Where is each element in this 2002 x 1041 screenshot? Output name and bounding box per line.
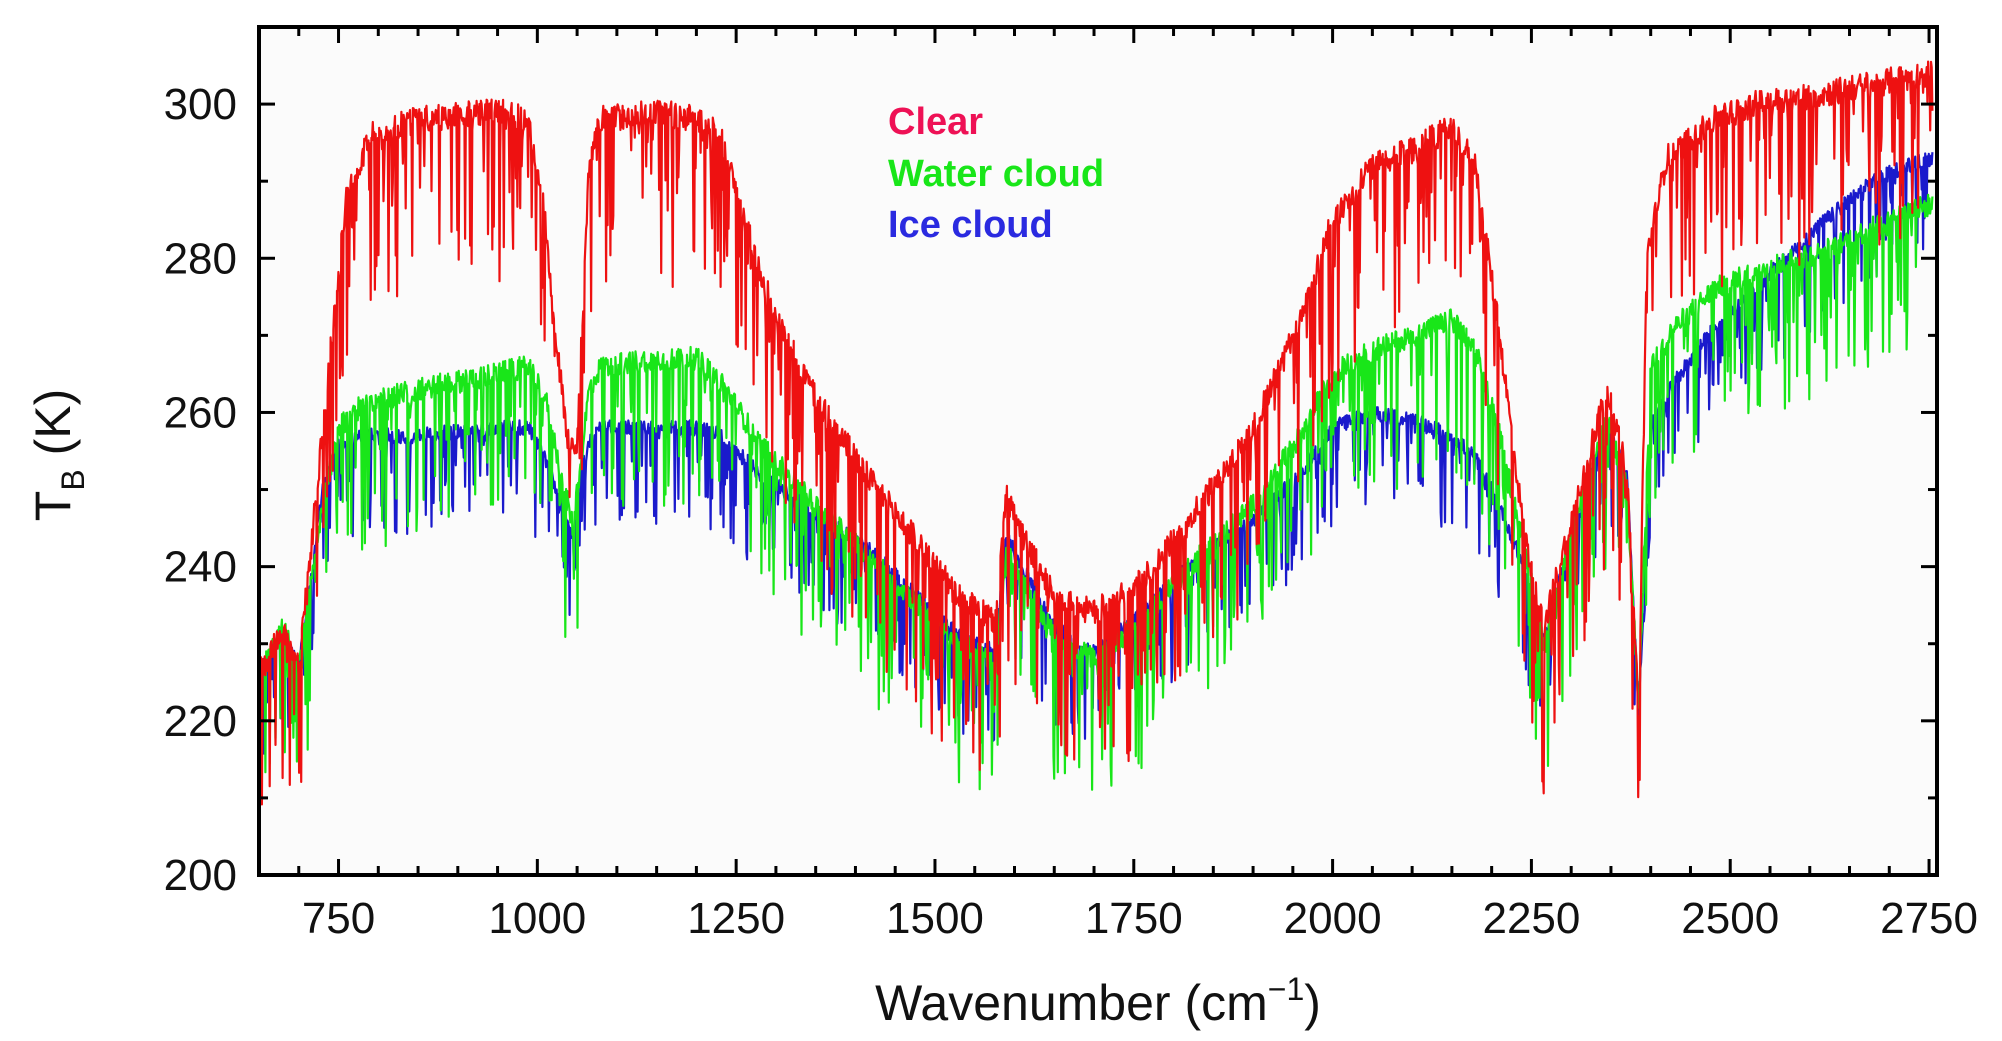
- x-tick-label: 2000: [1284, 894, 1382, 943]
- x-tick-label: 2750: [1880, 894, 1978, 943]
- legend-water-cloud: Water cloud: [888, 153, 1104, 195]
- y-tick-label: 280: [164, 234, 237, 283]
- ticks-layer: 750 1000 1250 1500 1750 2000 2250 2500 2750 200 22…: [164, 25, 1978, 943]
- series-line-water-cloud: [257, 193, 1934, 811]
- x-axis-title-exponent: −1: [1268, 971, 1304, 1007]
- x-tick-label: 1750: [1085, 894, 1183, 943]
- legend-ice-cloud: Ice cloud: [888, 204, 1053, 246]
- x-axis-title-suffix: ): [1304, 975, 1321, 1031]
- x-tick-label: 2250: [1482, 894, 1580, 943]
- series-line-ice-cloud: [257, 152, 1934, 755]
- x-tick-label: 2500: [1681, 894, 1779, 943]
- x-tick-label: 1000: [488, 894, 586, 943]
- y-axis-title-sub: B: [55, 469, 91, 490]
- plot-frame: [257, 25, 1939, 877]
- x-tick-label: 1500: [886, 894, 984, 943]
- y-tick-label: 220: [164, 697, 237, 746]
- x-axis-title: Wavenumber (cm−1): [875, 971, 1321, 1031]
- x-axis-title-text: Wavenumber (cm: [875, 975, 1268, 1031]
- x-tick-label: 1250: [687, 894, 785, 943]
- legend-clear: Clear: [888, 101, 983, 143]
- y-axis-title-main: T: [25, 491, 81, 522]
- y-tick-label: 260: [164, 388, 237, 437]
- y-axis-title: TB (K): [25, 389, 91, 521]
- series-layer: [257, 60, 1934, 811]
- y-tick-label: 240: [164, 543, 237, 592]
- y-axis-title-unit: (K): [25, 389, 81, 470]
- svg-text:TB (K): TB (K): [25, 389, 91, 521]
- y-tick-label: 200: [164, 851, 237, 900]
- series-line-clear: [257, 60, 1934, 806]
- y-tick-label: 300: [164, 80, 237, 129]
- x-tick-label: 750: [302, 894, 375, 943]
